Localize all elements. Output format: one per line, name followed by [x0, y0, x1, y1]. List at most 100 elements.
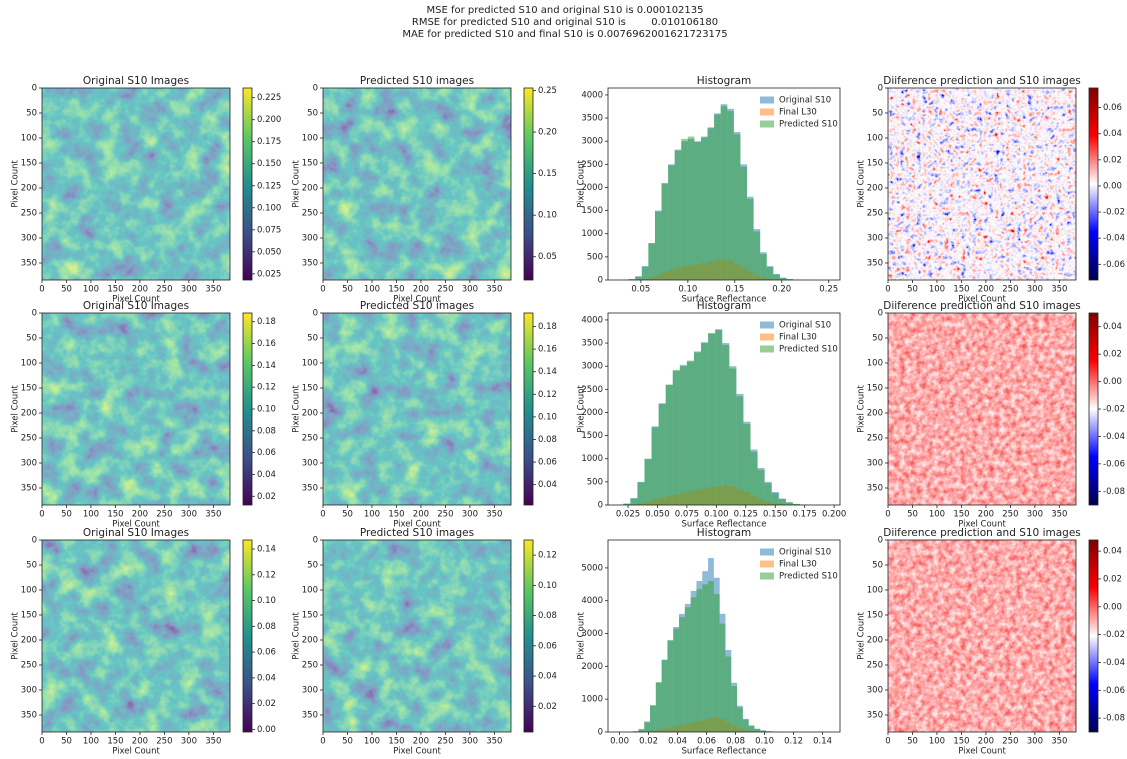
x-tick-label: 200 [413, 737, 429, 747]
y-tick-label: 300 [302, 234, 318, 244]
x-tick-label: 50 [342, 737, 353, 747]
x-tick-label: 200 [978, 737, 994, 747]
colorbar-tick-label: 0.05 [538, 252, 557, 262]
panel-title: Diiference prediction and S10 images [883, 300, 1081, 312]
y-tick-label: 250 [21, 434, 37, 444]
colorbar-tick-label: 0.00 [1103, 602, 1122, 612]
y-tick-label: 100 [867, 359, 883, 369]
colorbar-tick-label: 0.04 [1103, 129, 1122, 139]
colorbar-tick-label: 0.08 [257, 622, 276, 632]
y-tick-label: 300 [867, 459, 883, 469]
y-tick-label: 2000 [581, 408, 603, 418]
x-tick-label: 150 [388, 510, 404, 520]
x-tick-label: 250 [156, 285, 172, 295]
y-tick-label: 1500 [581, 431, 603, 441]
colorbar-tick-label: 0.06 [257, 448, 276, 458]
x-tick-label: 250 [156, 737, 172, 747]
legend-label: Final L30 [779, 108, 817, 118]
histogram-bar [757, 469, 765, 505]
y-tick-label: 150 [302, 159, 318, 169]
y-tick-label: 350 [21, 259, 37, 269]
x-tick-label: 0 [885, 285, 890, 295]
legend-label: Predicted S10 [779, 345, 838, 355]
colorbar-tick-label: 0.050 [257, 247, 281, 257]
y-tick-label: 200 [867, 184, 883, 194]
histogram-bar [725, 656, 732, 732]
histogram-bar [727, 111, 734, 280]
histogram-bar [747, 199, 754, 280]
histogram-bar [753, 231, 761, 280]
y-tick-label: 350 [867, 484, 883, 494]
colorbar-tick-label: -0.06 [1103, 260, 1125, 270]
y-tick-label: 1000 [581, 695, 603, 705]
x-tick-label: 0.050 [645, 510, 669, 520]
image-raster [42, 540, 230, 732]
y-tick-label: 0 [313, 84, 318, 94]
legend-swatch [760, 321, 774, 329]
panel-title: Histogram [697, 527, 751, 539]
y-tick-label: 100 [302, 586, 318, 596]
legend-label: Final L30 [779, 333, 817, 343]
x-tick-label: 300 [462, 737, 478, 747]
colorbar-tick-label: 0.08 [538, 611, 557, 621]
x-tick-label: 150 [953, 510, 969, 520]
y-tick-label: 2000 [581, 662, 603, 672]
x-tick-label: 100 [929, 510, 945, 520]
histogram-bar [638, 729, 645, 732]
histogram-bar [792, 503, 800, 505]
y-tick-label: 2500 [581, 160, 603, 170]
x-tick-label: 150 [953, 737, 969, 747]
histogram-bar [641, 266, 649, 280]
y-tick-label: 0 [313, 536, 318, 546]
colorbar [242, 87, 253, 281]
histogram-bar [702, 584, 709, 732]
x-tick-label: 0 [885, 510, 890, 520]
x-axis-label: Pixel Count [958, 747, 1006, 757]
colorbar-tick-label: 0.02 [1103, 155, 1122, 165]
histogram-bar [701, 342, 709, 505]
y-tick-label: 300 [867, 686, 883, 696]
colorbar-tick-label: 0.18 [257, 317, 276, 327]
colorbar-tick-label: 0.04 [1103, 322, 1122, 332]
legend-label: Predicted S10 [779, 572, 838, 582]
y-tick-label: 50 [307, 561, 318, 571]
x-tick-label: 300 [1027, 510, 1043, 520]
legend-swatch [760, 572, 774, 580]
axes-frame [41, 312, 231, 506]
y-tick-label: 0 [878, 536, 883, 546]
x-tick-label: 0 [885, 737, 890, 747]
x-tick-label: 300 [181, 737, 197, 747]
colorbar-tick-label: 0.06 [538, 458, 557, 468]
histogram-bar [743, 424, 751, 505]
x-tick-label: 0.04 [668, 737, 687, 747]
histogram-bar [686, 360, 694, 505]
legend-label: Final L30 [779, 560, 817, 570]
y-tick-label: 0 [878, 84, 883, 94]
x-axis-label: Pixel Count [112, 295, 160, 305]
x-tick-label: 200 [413, 285, 429, 295]
legend-label: Original S10 [779, 321, 831, 331]
histogram-bar [635, 276, 642, 280]
y-axis-label: Pixel Count [11, 385, 21, 433]
x-tick-label: 200 [132, 285, 148, 295]
colorbar-tick-label: 0.12 [257, 570, 276, 580]
histogram-bar [786, 279, 794, 280]
histogram-bar [661, 183, 669, 280]
histogram-bar [707, 128, 715, 280]
x-axis-label: Surface Reflectance [682, 520, 767, 530]
colorbar-tick-label: 0.02 [257, 492, 276, 502]
colorbar-tick-label: -0.08 [1103, 487, 1125, 497]
x-tick-label: 0 [320, 285, 325, 295]
y-tick-label: 200 [302, 636, 318, 646]
image-raster [888, 313, 1076, 505]
y-tick-label: 1000 [581, 454, 603, 464]
colorbar-tick-label: 0.14 [538, 367, 557, 377]
image-raster [323, 540, 511, 732]
y-tick-label: 300 [21, 234, 37, 244]
histogram-bar [693, 351, 702, 505]
image-raster [323, 88, 511, 280]
histogram-bar [661, 659, 668, 732]
x-axis-label: Pixel Count [112, 747, 160, 757]
y-tick-label: 150 [21, 611, 37, 621]
